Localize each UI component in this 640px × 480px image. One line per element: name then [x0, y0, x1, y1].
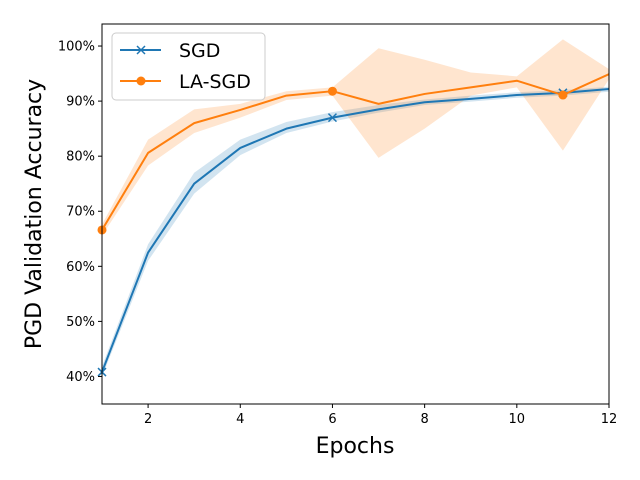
x-tick-label: 2 [144, 412, 152, 427]
legend-label: SGD [179, 40, 220, 62]
x-axis-label: Epochs [316, 434, 395, 459]
legend-item-sgd: SGD [120, 40, 220, 62]
x-tick-label: 4 [236, 412, 244, 427]
legend-marker [136, 45, 146, 55]
plot-frame [101, 23, 610, 405]
band-la-sgd [102, 39, 609, 236]
legend-marker [136, 76, 146, 86]
point-la-sgd [327, 86, 337, 96]
x-tick-label: 12 [601, 412, 618, 427]
y-axis-label: PGD Validation Accuracy [22, 79, 47, 349]
y-tick-label: 90% [66, 95, 95, 110]
series-markers [97, 86, 568, 377]
line-la-sgd [102, 73, 609, 231]
x-tick-label: 6 [328, 412, 336, 427]
series-lines [102, 73, 609, 373]
legend-label: LA-SGD [179, 71, 251, 93]
line-sgd [102, 87, 609, 373]
y-axis-ticks: 40% 50% 60% 70% 80% 90% 100% [58, 40, 102, 385]
legend-item-la-sgd: LA-SGD [120, 71, 251, 93]
legend: SGD LA-SGD [111, 32, 266, 101]
confidence-bands [102, 39, 609, 377]
y-tick-label: 70% [66, 205, 95, 220]
x-tick-label: 8 [420, 412, 428, 427]
y-tick-label: 100% [58, 40, 95, 55]
band-sgd [102, 86, 609, 377]
x-tick-label: 10 [509, 412, 526, 427]
y-tick-label: 60% [66, 260, 95, 275]
point-sgd [327, 113, 337, 123]
y-tick-label: 50% [66, 315, 95, 330]
y-tick-label: 80% [66, 150, 95, 165]
y-tick-label: 40% [66, 370, 95, 385]
point-la-sgd [558, 90, 568, 100]
x-axis-ticks: 2 4 6 8 10 12 [144, 404, 617, 427]
